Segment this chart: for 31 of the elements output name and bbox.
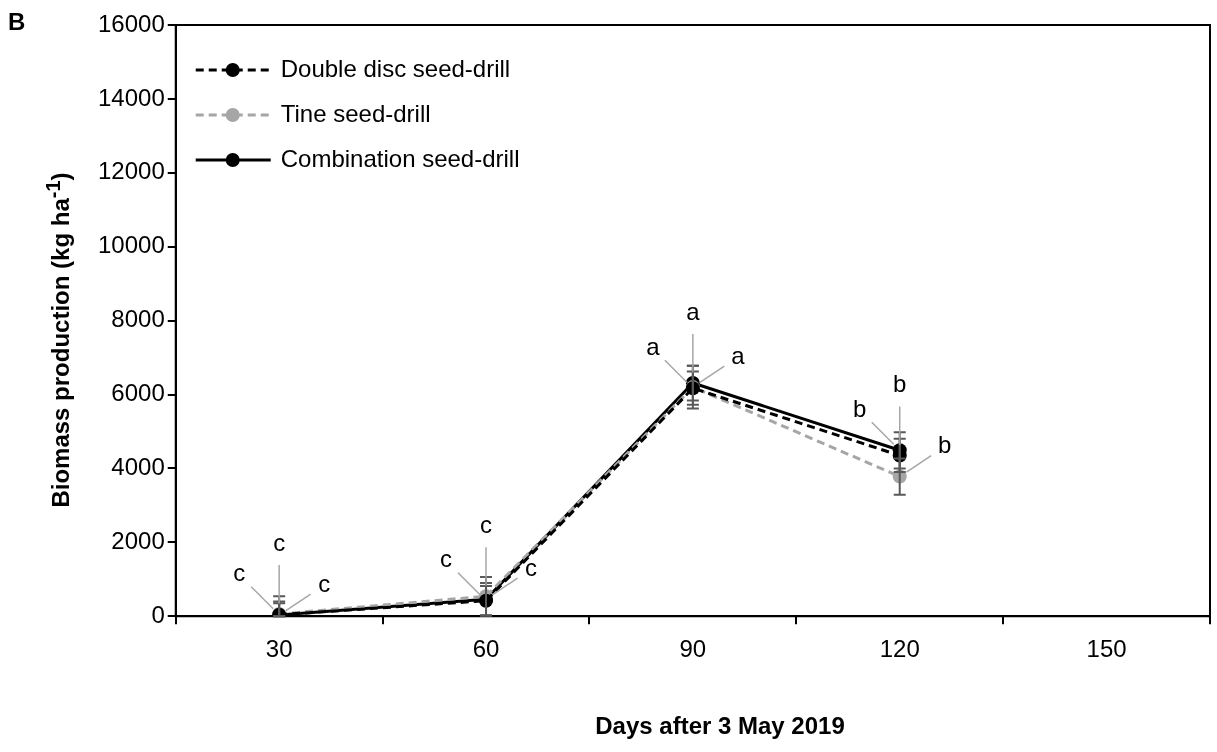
- annotation: b: [893, 370, 907, 398]
- annotation: c: [480, 510, 493, 538]
- annotation: c: [233, 559, 246, 587]
- y-tick-label: 2000: [111, 526, 165, 554]
- annotation: a: [646, 332, 661, 360]
- x-axis-title: Days after 3 May 2019: [595, 712, 845, 740]
- text: B: [8, 8, 26, 36]
- y-tick-label: 12000: [97, 157, 165, 185]
- legend-label: Double disc seed-drill: [280, 54, 511, 82]
- annotation: a: [686, 297, 701, 325]
- y-tick-label: 10000: [97, 231, 165, 259]
- y-tick-label: 16000: [97, 9, 165, 37]
- annotation: c: [318, 569, 331, 597]
- y-tick-label: 0: [151, 600, 165, 628]
- legend-label: Combination seed-drill: [280, 144, 520, 172]
- x-tick-label: 30: [265, 635, 293, 663]
- y-tick-label: 4000: [111, 453, 165, 481]
- annotation: c: [440, 545, 453, 573]
- legend-label: Tine seed-drill: [280, 99, 431, 127]
- y-tick-label: 14000: [97, 83, 165, 111]
- annotation: b: [853, 394, 867, 422]
- annotation: a: [731, 341, 746, 369]
- annotation: c: [273, 528, 286, 556]
- y-tick-label: 8000: [111, 305, 165, 333]
- annotation: b: [938, 431, 952, 459]
- annotation: c: [525, 553, 538, 581]
- x-tick-label: 90: [679, 635, 707, 663]
- x-tick-label: 150: [1086, 635, 1127, 663]
- y-tick-label: 6000: [111, 379, 165, 407]
- x-tick-label: 120: [879, 635, 920, 663]
- x-tick-label: 60: [472, 635, 500, 663]
